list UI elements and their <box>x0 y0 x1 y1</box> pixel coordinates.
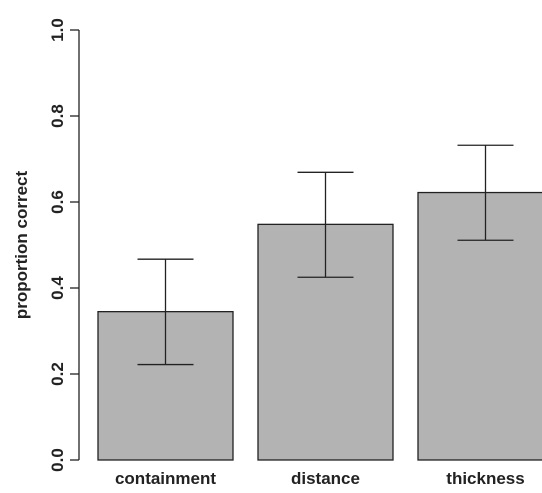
y-tick-label: 1.0 <box>48 18 67 42</box>
y-axis-label: proportion correct <box>12 171 31 320</box>
error-bars <box>137 144 514 366</box>
y-axis: 0.0 0.2 0.4 0.6 0.8 1.0 <box>48 18 80 472</box>
y-tick-label: 0.6 <box>48 190 67 214</box>
x-category-label: distance <box>291 469 360 488</box>
x-axis-labels: containment distance thickness <box>115 469 525 488</box>
bars <box>97 191 542 461</box>
y-tick-label: 0.8 <box>48 104 67 128</box>
x-category-label: thickness <box>446 469 524 488</box>
y-tick-label: 0.0 <box>48 448 67 472</box>
y-tick-label: 0.2 <box>48 362 67 386</box>
bar-thickness <box>417 191 542 461</box>
x-category-label: containment <box>115 469 216 488</box>
y-tick-label: 0.4 <box>48 276 67 300</box>
